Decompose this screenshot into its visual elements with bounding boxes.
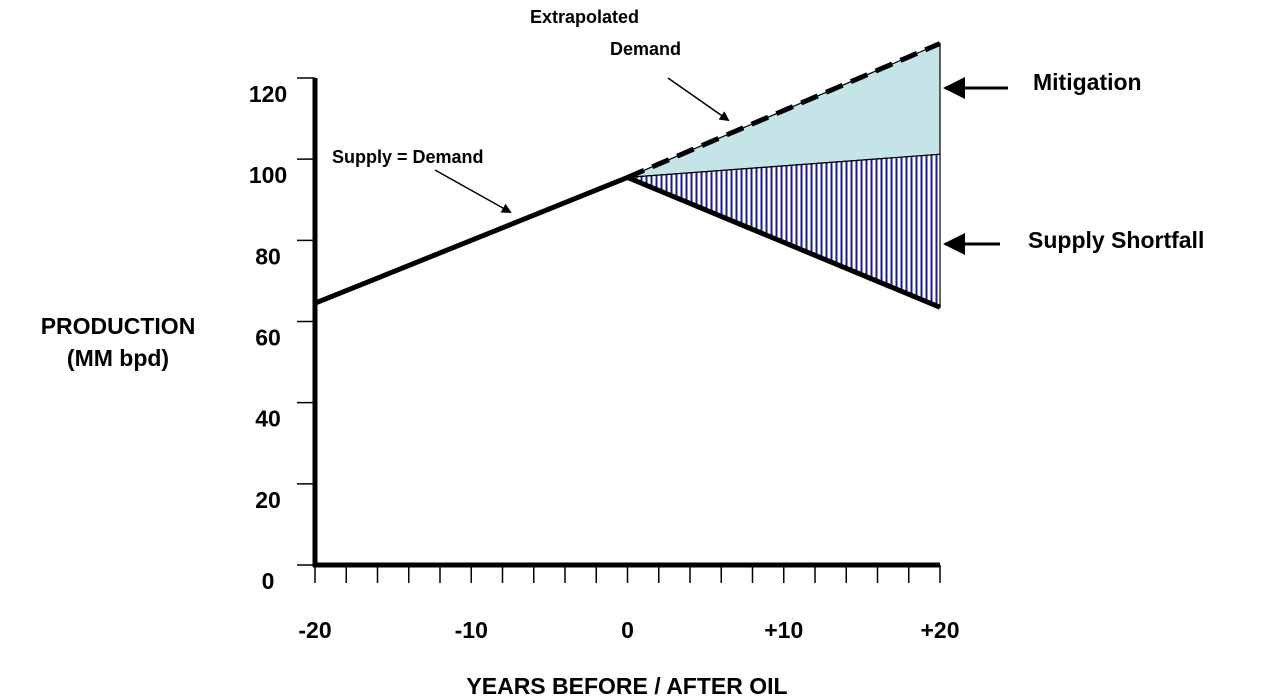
annotation: Mitigation	[1033, 69, 1142, 95]
y-tick-label: 120	[249, 81, 287, 107]
x-tick-label: +20	[920, 617, 959, 643]
x-tick-label: -10	[455, 617, 488, 643]
y-tick-label: 60	[255, 325, 281, 351]
x-tick-label: -20	[298, 617, 331, 643]
y-tick-label: 20	[255, 487, 281, 513]
y-tick-label: 40	[255, 406, 281, 432]
x-tick-label: 0	[621, 617, 634, 643]
y-axis-label: (MM bpd)	[67, 345, 169, 371]
x-tick-label: +10	[764, 617, 803, 643]
annotation: Supply = Demand	[332, 147, 484, 167]
y-axis-label: PRODUCTION	[41, 313, 196, 339]
area	[627, 153, 941, 309]
annotation: Extrapolated	[530, 7, 639, 27]
annotation: Supply Shortfall	[1028, 227, 1204, 253]
annotation: Demand	[610, 39, 681, 59]
y-tick-label: 100	[249, 162, 287, 188]
line	[626, 41, 941, 180]
y-tick-label: 0	[262, 568, 275, 594]
x-axis-label: YEARS BEFORE / AFTER OIL	[466, 673, 787, 699]
arrow	[667, 77, 730, 122]
y-tick-label: 80	[255, 243, 281, 269]
arrow	[434, 169, 512, 213]
